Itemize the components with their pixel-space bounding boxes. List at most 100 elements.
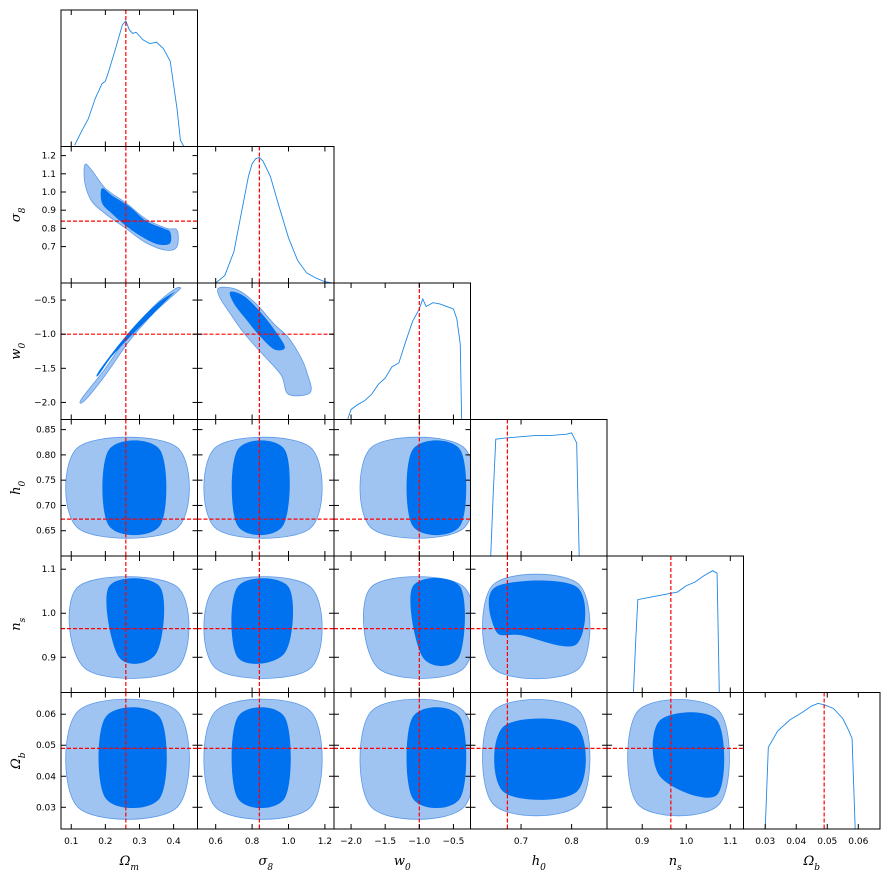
panel-w0-Ob: −2.0 −1.5 −1.0 −0.5 w0 [333, 692, 471, 873]
panel-h0-h0 [470, 419, 608, 557]
x-tick-label-w0: −1.0 [408, 837, 430, 847]
panel-w0-h0 [333, 419, 471, 557]
y-axis-title-w0: w0 [9, 343, 28, 360]
panel-frame-h0-h0 [470, 419, 608, 557]
panel-content-h0-h0 [470, 419, 607, 556]
panel-Om-Ob: 0.1 0.2 0.3 0.4 Ωm 0.03 0.04 0.05 0.06 Ωb [9, 692, 198, 873]
x-tick-label-h0: 0.7 [514, 837, 528, 847]
panel-content-h0-Ob [470, 692, 607, 829]
contour-95-Om-w0 [79, 287, 182, 404]
y-axis-title-s8: σ8 [9, 207, 28, 222]
y-tick-label-Ob: 0.03 [36, 803, 56, 813]
x-tick-label-Ob: 0.05 [817, 837, 837, 847]
panel-Om-h0: 0.65 0.70 0.75 0.80 0.85 h0 [9, 419, 198, 557]
x-axis-title-s8: σ8 [258, 854, 273, 873]
contour-68-s8-h0 [231, 440, 290, 536]
y-tick-label-Ob: 0.04 [36, 772, 56, 782]
contour-68-Om-ns [106, 578, 165, 664]
contour-68-s8-w0 [229, 291, 285, 351]
x-axis-title-w0: w0 [394, 854, 411, 873]
x-axis-title-Om: Ωm [119, 854, 139, 873]
y-tick-label-s8: 1.1 [42, 170, 56, 180]
x-tick-label-s8: 0.6 [209, 837, 224, 847]
contour-68-Om-Ob [98, 707, 167, 809]
panel-content-s8-h0 [197, 419, 334, 556]
y-tick-label-ns: 1.0 [42, 609, 57, 619]
y-axis-title-h0: h0 [9, 480, 28, 494]
contour-95-s8-w0 [217, 286, 312, 397]
x-tick-label-s8: 1.2 [318, 837, 332, 847]
y-tick-label-s8: 1.0 [42, 188, 57, 198]
panel-content-h0-ns [470, 556, 607, 693]
marginal-Ob [743, 702, 880, 829]
panel-h0-Ob: 0.7 0.8 h0 [470, 692, 608, 873]
x-tick-label-w0: −2.0 [340, 837, 362, 847]
panel-content-s8-ns [197, 556, 334, 693]
y-tick-label-w0: −2.0 [34, 398, 56, 408]
x-tick-label-Ob: 0.06 [848, 837, 868, 847]
y-tick-label-h0: 0.85 [36, 426, 56, 436]
panel-content-Om-s8 [61, 146, 198, 283]
y-tick-label-h0: 0.80 [36, 451, 56, 461]
y-tick-label-ns: 1.1 [42, 565, 56, 575]
panel-Om-w0: −2.0 −1.5 −1.0 −0.5 w0 [9, 282, 198, 420]
contour-68-w0-h0 [406, 440, 467, 536]
x-tick-label-Om: 0.1 [64, 837, 78, 847]
marginal-h0 [470, 432, 607, 556]
y-tick-label-s8: 1.2 [42, 152, 56, 162]
y-tick-label-s8: 0.7 [42, 243, 56, 253]
contour-68-w0-ns [410, 578, 465, 667]
contour-68-w0-Ob [406, 707, 467, 809]
marginal-ns [607, 570, 744, 693]
panel-s8-s8 [197, 146, 335, 284]
y-tick-label-w0: −0.5 [34, 296, 56, 306]
x-tick-label-s8: 1.0 [281, 837, 296, 847]
y-axis-title-ns: ns [9, 617, 28, 630]
panel-content-s8-w0 [197, 283, 334, 420]
contour-68-h0-ns [488, 580, 586, 647]
marginal-Om [74, 20, 185, 147]
x-tick-label-w0: −1.5 [374, 837, 396, 847]
panel-s8-h0 [197, 419, 335, 557]
panel-content-Om-Om [74, 10, 185, 147]
panel-s8-ns [197, 555, 335, 693]
panel-h0-ns [470, 555, 608, 693]
x-tick-label-Om: 0.4 [166, 837, 181, 847]
contour-68-s8-ns [231, 578, 294, 664]
x-tick-label-h0: 0.8 [564, 837, 579, 847]
panel-w0-ns [333, 555, 471, 693]
x-axis-title-Ob: Ωb [802, 854, 820, 873]
contour-68-ns-Ob [652, 712, 725, 798]
panel-content-Om-h0 [61, 419, 198, 556]
contour-68-h0-Ob [494, 718, 586, 800]
panel-content-s8-Ob [197, 692, 334, 829]
x-axis-title-ns: ns [669, 854, 682, 873]
x-tick-label-ns: 1.0 [679, 837, 694, 847]
panel-frame-Om-Om [60, 9, 198, 147]
y-tick-label-s8: 0.9 [42, 206, 57, 216]
panel-content-Om-w0 [61, 283, 198, 420]
y-tick-label-w0: −1.5 [34, 364, 56, 374]
marginal-s8 [215, 156, 333, 283]
panel-content-w0-ns [334, 556, 471, 693]
panel-content-w0-w0 [334, 283, 471, 420]
panel-s8-Ob: 0.6 0.8 1.0 1.2 σ8 [197, 692, 335, 873]
panel-content-Ob-Ob [743, 692, 880, 829]
x-tick-label-ns: 0.9 [635, 837, 650, 847]
y-tick-label-s8: 0.8 [42, 224, 57, 234]
y-axis-title-Ob: Ωb [9, 752, 28, 770]
panel-content-Om-ns [61, 556, 198, 693]
y-tick-label-h0: 0.65 [36, 527, 56, 537]
contour-68-Om-s8 [100, 188, 172, 246]
y-tick-label-ns: 0.9 [42, 653, 57, 663]
x-tick-label-Ob: 0.04 [786, 837, 806, 847]
y-tick-label-w0: −1.0 [34, 330, 56, 340]
x-axis-title-h0: h0 [532, 854, 546, 873]
x-tick-label-Ob: 0.03 [755, 837, 775, 847]
x-tick-label-w0: −0.5 [443, 837, 465, 847]
panel-Ob-Ob: 0.03 0.04 0.05 0.06 Ωb [743, 692, 881, 873]
panel-ns-ns [606, 555, 744, 693]
panel-w0-w0 [333, 282, 471, 420]
panel-frame-ns-ns [606, 555, 744, 693]
